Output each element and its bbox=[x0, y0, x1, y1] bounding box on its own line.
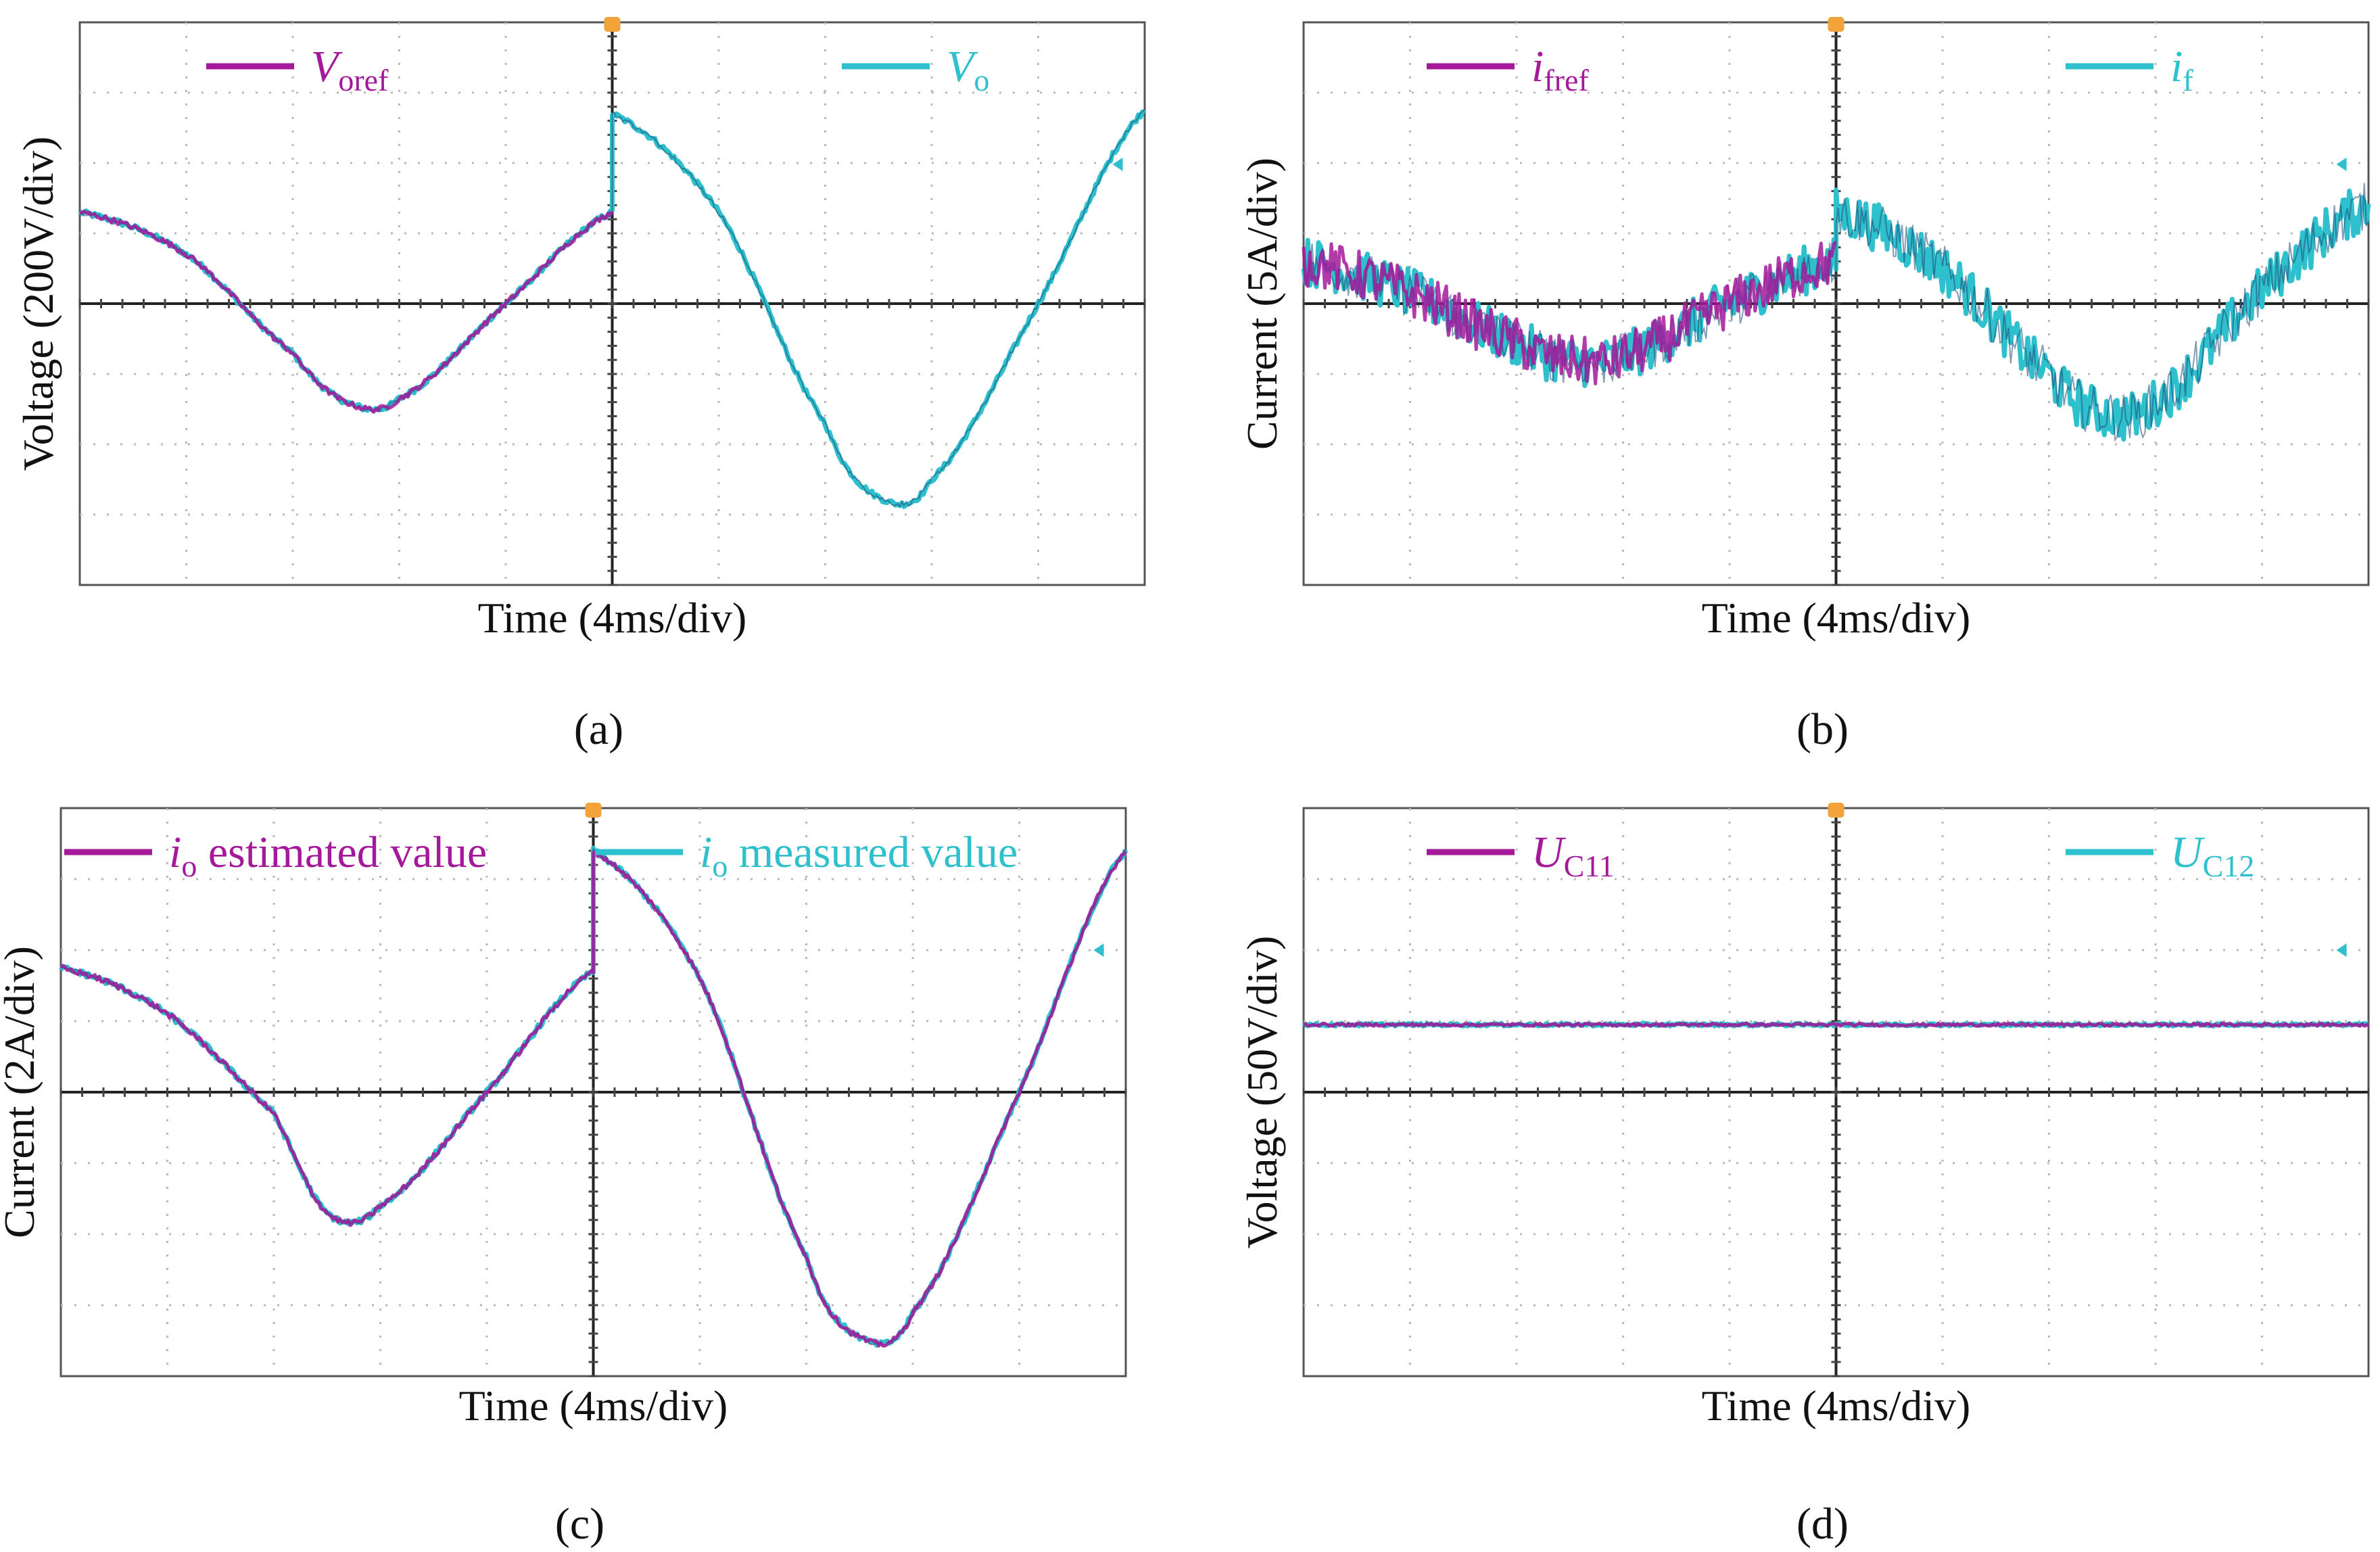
legend-entry: UC12 bbox=[2170, 828, 2254, 883]
series-line-reference bbox=[1303, 1021, 2370, 1028]
channel-marker-icon bbox=[1093, 943, 1104, 957]
trigger-marker-icon bbox=[1828, 803, 1844, 818]
panel-caption: (b) bbox=[1796, 705, 1849, 754]
y-axis-label: Current (2A/div) bbox=[0, 946, 43, 1238]
y-axis-label: Voltage (200V/div) bbox=[14, 137, 62, 471]
trigger-marker-icon bbox=[585, 803, 602, 818]
legend-entry: if bbox=[2170, 42, 2193, 97]
series-line-reference bbox=[1302, 240, 1838, 385]
legend-entry: Vo bbox=[947, 42, 989, 97]
channel-marker-icon bbox=[2336, 158, 2347, 171]
x-axis-label: Time (4ms/div) bbox=[1702, 594, 1971, 642]
x-axis-label: Time (4ms/div) bbox=[459, 1382, 728, 1430]
x-axis-label: Time (4ms/div) bbox=[478, 594, 747, 642]
legend-entry: Voref bbox=[311, 42, 389, 97]
trigger-marker-icon bbox=[604, 17, 621, 32]
x-axis-label: Time (4ms/div) bbox=[1702, 1382, 1971, 1430]
chart-panel-c: io estimated value io measured value Curre… bbox=[0, 803, 1128, 1549]
legend-entry: UC11 bbox=[1531, 828, 1615, 883]
series-line-reference bbox=[60, 849, 1128, 1348]
channel-marker-icon bbox=[1112, 158, 1123, 171]
panel-caption: (c) bbox=[555, 1499, 604, 1549]
legend-entry: io estimated value bbox=[169, 828, 487, 883]
legend-entry: io measured value bbox=[700, 828, 1018, 883]
series-line-overlay bbox=[79, 109, 1145, 508]
panel-caption: (d) bbox=[1796, 1499, 1849, 1549]
chart-panel-b: ifref if Current (5A/div) Time (4ms/div) (b) bbox=[1238, 17, 2371, 754]
channel-marker-icon bbox=[2336, 943, 2347, 957]
chart-panel-a: Voref Vo Voltage (200V/div) Time (4ms/div) (… bbox=[14, 17, 1146, 754]
series-line-reference bbox=[79, 209, 614, 414]
panel-caption: (a) bbox=[574, 705, 623, 754]
chart-panel-d: UC11 UC12 Voltage (50V/div) Time (4ms/div) (… bbox=[1238, 803, 2370, 1549]
legend-entry: ifref bbox=[1531, 42, 1589, 97]
y-axis-label: Current (5A/div) bbox=[1238, 158, 1286, 450]
trigger-marker-icon bbox=[1828, 17, 1844, 32]
y-axis-label: Voltage (50V/div) bbox=[1238, 936, 1286, 1249]
